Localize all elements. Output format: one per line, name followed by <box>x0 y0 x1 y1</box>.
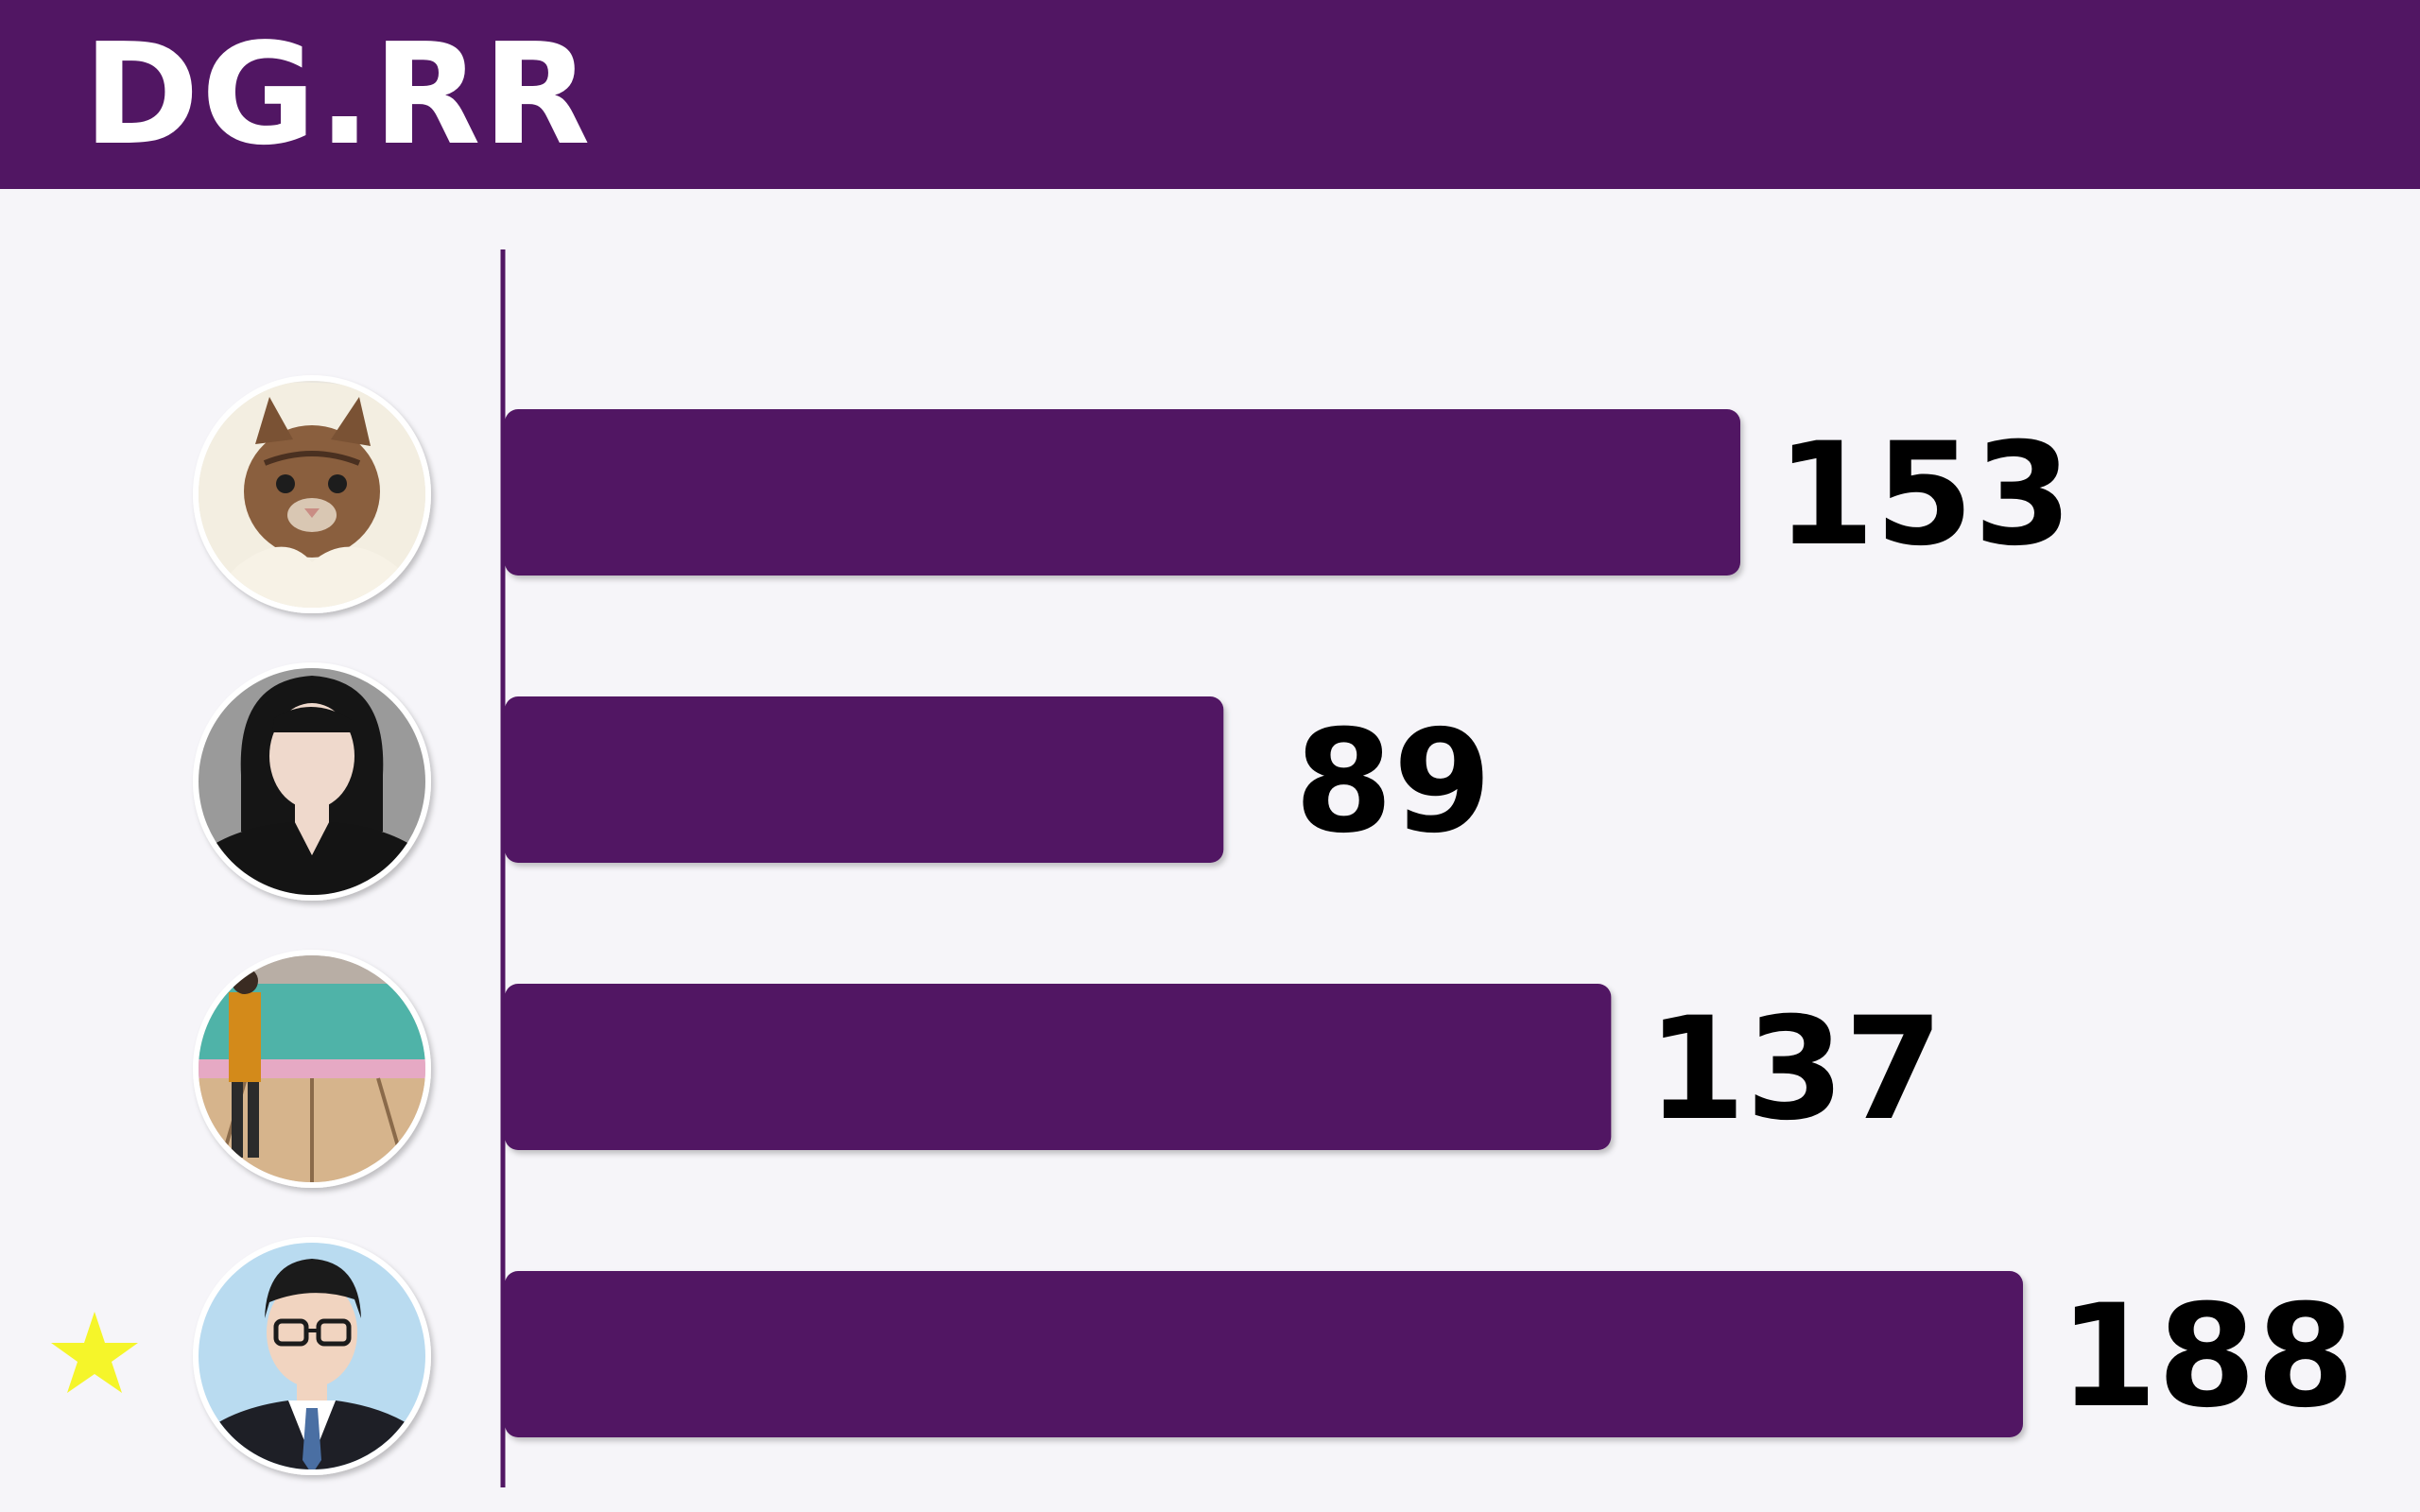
bar-value-label: 89 <box>1294 700 1492 865</box>
bar <box>505 984 1612 1150</box>
bar <box>505 409 1741 576</box>
kitten-avatar <box>193 375 431 613</box>
bar-value-label: 188 <box>2059 1275 2355 1439</box>
star-icon <box>51 1312 138 1393</box>
woman-portrait-avatar <box>193 662 431 901</box>
brand-title: DG.RR <box>83 13 593 176</box>
bowling-alley-avatar <box>193 950 431 1188</box>
bar-value-label: 137 <box>1647 988 1943 1152</box>
bar-value-label: 153 <box>1776 413 2072 577</box>
header-bar: DG.RR <box>0 0 2420 189</box>
man-with-glasses-avatar <box>193 1237 431 1475</box>
bar <box>505 1271 2023 1437</box>
bar <box>505 696 1224 863</box>
